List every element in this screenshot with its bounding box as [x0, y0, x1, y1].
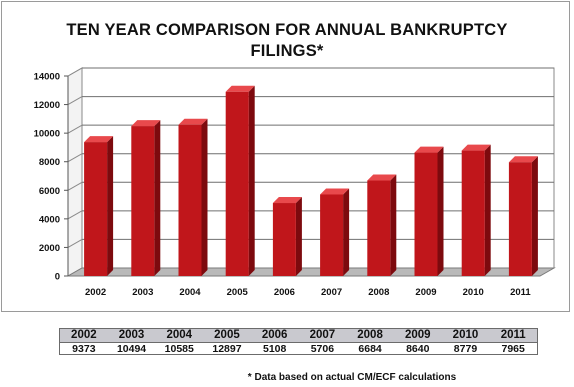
table-year-header: 2008 — [346, 329, 394, 343]
bar — [131, 126, 155, 276]
table-value-cell: 10494 — [116, 343, 147, 355]
y-tick-label: 14000 — [34, 72, 60, 83]
x-tick-label: 2011 — [510, 287, 531, 298]
bar — [320, 194, 344, 276]
bar-side — [343, 188, 350, 276]
table-value-cell: 8779 — [453, 343, 478, 355]
x-tick-label: 2010 — [463, 287, 484, 298]
bar-side — [154, 120, 161, 276]
x-tick-label: 2003 — [132, 287, 153, 298]
table-value-cell: 10585 — [164, 343, 194, 355]
table-value-cell: 12897 — [212, 343, 242, 355]
bar-top — [414, 146, 444, 153]
bar-side — [107, 136, 114, 276]
table-column: 2004 10585 — [155, 329, 204, 355]
table-year-header: 2010 — [441, 329, 490, 343]
table-year-header: 2004 — [155, 329, 204, 343]
bar-side — [437, 146, 444, 276]
bar-top — [367, 174, 397, 181]
table-year-header: 2009 — [393, 329, 442, 343]
table-column: 2003 10494 — [107, 329, 156, 355]
table-value-cell: 9373 — [72, 343, 96, 355]
bar-chart: 0 2000 4000 6000 8000 10000 12000 14000 2002 2003… — [34, 67, 556, 298]
bar-top — [461, 144, 491, 151]
y-tick-label: 0 — [55, 272, 60, 283]
gridline-side — [67, 153, 83, 163]
table-value-cell: 7965 — [501, 343, 525, 355]
y-tick-label: 12000 — [34, 100, 60, 111]
bar-top — [508, 156, 538, 163]
table-value-cell: 8640 — [406, 343, 430, 355]
table-column: 2008 6684 — [346, 329, 394, 355]
bar — [225, 91, 249, 276]
table-column: 2011 7965 — [489, 329, 538, 355]
gridline-side — [67, 124, 83, 134]
table-value-cell: 5706 — [310, 343, 335, 355]
bar — [367, 180, 391, 276]
bar-side — [484, 144, 491, 276]
bar-top — [84, 136, 114, 143]
x-tick-label: 2006 — [274, 287, 295, 298]
bar — [508, 162, 532, 276]
chart-title: TEN YEAR COMPARISON FOR ANNUAL BANKRUPTC… — [0, 20, 574, 62]
bar-top — [131, 120, 161, 127]
bar-side — [295, 197, 302, 276]
bar — [178, 124, 202, 277]
x-tick-label: 2005 — [227, 287, 249, 298]
bar-side — [390, 174, 397, 276]
gridline-side — [67, 238, 83, 248]
x-tick-label: 2008 — [368, 287, 389, 298]
bar-top — [320, 188, 350, 195]
table-value-cell: 5108 — [262, 343, 287, 355]
table-year-header: 2005 — [203, 329, 251, 343]
bar-top — [225, 85, 255, 92]
bar — [414, 152, 438, 276]
bar-side — [531, 156, 538, 276]
chart-title-line-1: TEN YEAR COMPARISON FOR ANNUAL BANKRUPTC… — [66, 21, 508, 39]
table-column: 2002 9373 — [60, 329, 108, 355]
gridline-side — [67, 96, 83, 106]
table-value-cell: 6684 — [358, 343, 382, 355]
y-tick-label: 2000 — [39, 243, 60, 254]
y-tick-label: 6000 — [39, 186, 60, 197]
bar — [84, 142, 108, 276]
footnote: * Data based on actual CM/ECF calculatio… — [247, 372, 457, 383]
gridline-side — [67, 210, 83, 220]
data-table: 2002 9373 2003 10494 2004 10585 2005 12897 2006 5… — [59, 328, 538, 355]
table-year-header: 2007 — [298, 329, 347, 343]
plot-side-wall — [67, 67, 83, 277]
y-tick-label: 8000 — [39, 157, 60, 168]
bar — [461, 150, 485, 276]
gridline-side — [67, 67, 83, 77]
bar — [272, 203, 296, 276]
x-tick-label: 2004 — [179, 287, 201, 298]
bar-side — [248, 85, 255, 276]
bar-side — [201, 118, 208, 277]
table-column: 2010 8779 — [441, 329, 490, 355]
table-year-header: 2002 — [60, 329, 108, 343]
table-column: 2009 8640 — [393, 329, 442, 355]
y-tick-label: 10000 — [34, 129, 60, 140]
x-tick-label: 2007 — [321, 287, 342, 298]
chart-title-line-2: FILINGS* — [250, 42, 324, 60]
y-tick-label: 4000 — [39, 214, 60, 225]
table-column: 2006 5108 — [250, 329, 299, 355]
table-year-header: 2011 — [489, 329, 538, 343]
gridline-side — [67, 181, 83, 191]
table-column: 2005 12897 — [203, 329, 251, 355]
table-year-header: 2003 — [107, 329, 156, 343]
x-tick-label: 2002 — [85, 287, 106, 298]
table-year-header: 2006 — [250, 329, 299, 343]
bar-top — [272, 197, 302, 204]
x-tick-label: 2009 — [415, 287, 436, 298]
table-column: 2007 5706 — [298, 329, 347, 355]
bar-top — [178, 118, 208, 125]
